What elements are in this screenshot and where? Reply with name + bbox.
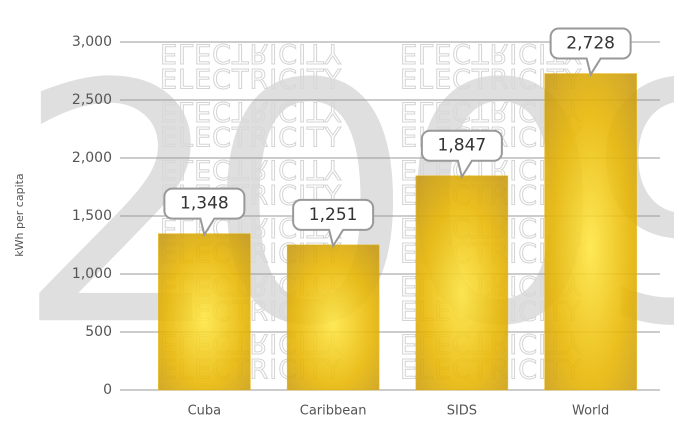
background-word: ELECTRICITY xyxy=(160,65,342,96)
value-label-bubble xyxy=(549,27,632,78)
value-label: 1,251 xyxy=(309,205,358,225)
value-label: 1,847 xyxy=(438,136,487,156)
value-label: 2,728 xyxy=(566,34,615,54)
x-tick-label: SIDS xyxy=(447,404,477,419)
value-label-bubble xyxy=(420,129,503,180)
value-label: 1,348 xyxy=(180,194,229,214)
value-label-bubble xyxy=(292,198,375,249)
background-word: ELECTRICITY xyxy=(160,123,342,154)
y-tick-label: 1,500 xyxy=(72,208,112,224)
y-tick-label: 500 xyxy=(85,324,112,340)
y-tick-label: 3,000 xyxy=(72,34,112,50)
y-tick-label: 1,000 xyxy=(72,266,112,282)
bar xyxy=(544,73,637,391)
bar xyxy=(286,244,380,391)
bar xyxy=(415,175,509,391)
y-tick-label: 2,000 xyxy=(72,150,112,166)
y-axis-label: kWh per capita xyxy=(13,173,26,256)
value-label-bubble xyxy=(163,187,246,238)
x-tick-label: Cuba xyxy=(188,404,222,419)
y-tick-label: 2,500 xyxy=(72,92,112,108)
x-tick-label: Caribbean xyxy=(300,404,367,419)
bar xyxy=(158,233,251,391)
x-tick-label: World xyxy=(572,404,609,419)
y-tick-label: 0 xyxy=(103,382,112,398)
